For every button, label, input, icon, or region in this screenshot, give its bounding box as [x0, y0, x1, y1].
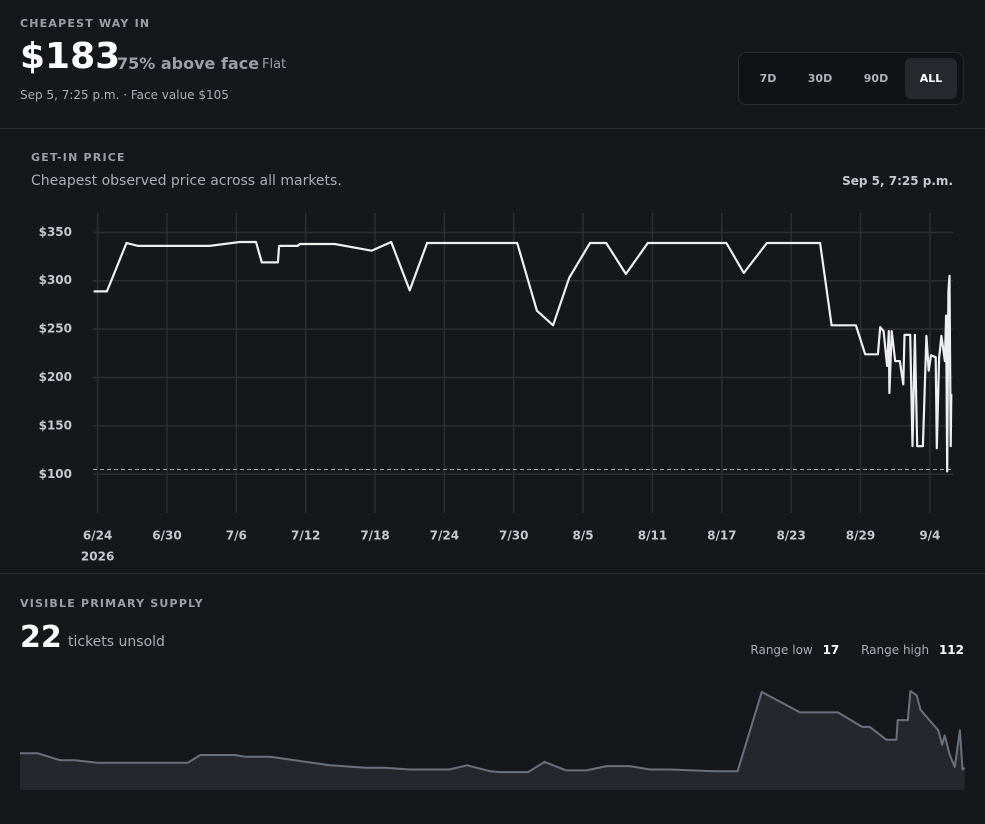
header-label: CHEAPEST WAY IN [20, 17, 151, 30]
range-high: 112 [938, 643, 964, 657]
chart-title: GET-IN PRICE [31, 151, 126, 164]
y-tick-label: $250 [39, 322, 72, 336]
supply-line [20, 690, 966, 774]
y-tick-label: $150 [39, 418, 72, 432]
chart-subtitle: Cheapest observed price across all marke… [31, 173, 342, 189]
range-button[interactable]: 7D [759, 72, 777, 85]
x-tick-label: 7/18 [360, 529, 389, 543]
range-button[interactable]: ALL [905, 58, 957, 99]
meta: Sep 5, 7:25 p.m. · Face value $105 [20, 88, 229, 102]
range-button[interactable]: 30D [807, 72, 833, 85]
supply-unit: tickets unsold [68, 634, 165, 650]
divider [0, 573, 985, 574]
x-tick-label: 7/6 [226, 529, 247, 543]
y-tick-label: $350 [39, 225, 72, 239]
x-tick-label: 9/4 [919, 529, 940, 543]
x-tick-label: 6/24 [83, 529, 112, 543]
trend: Flat [262, 57, 287, 72]
supply-range: Range low 17 Range high 112 [750, 643, 964, 657]
x-tick-label: 6/30 [152, 529, 181, 543]
range-low: 17 [822, 643, 840, 657]
x-tick-label: 7/30 [499, 529, 528, 543]
x-tick-label: 7/24 [430, 529, 459, 543]
x-tick-label: 8/11 [638, 529, 667, 543]
price-line [93, 240, 953, 473]
y-tick-label: $300 [39, 273, 72, 287]
x-year-label: 2026 [81, 550, 114, 564]
divider [0, 128, 985, 129]
x-tick-label: 8/23 [776, 529, 805, 543]
chart-annotation: Sep 5, 7:25 p.m. [842, 174, 953, 188]
supply-label: VISIBLE PRIMARY SUPPLY [20, 597, 204, 610]
range-selector: 7D 30D 90D ALL [738, 52, 964, 105]
premium: 75% above face [117, 54, 260, 73]
range-button[interactable]: 90D [863, 72, 889, 85]
y-tick-label: $100 [39, 467, 72, 481]
supply-area [20, 691, 965, 790]
x-tick-label: 8/17 [707, 529, 736, 543]
y-tick-label: $200 [39, 370, 72, 384]
range-low-label: Range low [750, 643, 813, 657]
price: $183 [20, 36, 121, 77]
x-tick-label: 8/29 [846, 529, 875, 543]
x-tick-label: 8/5 [573, 529, 594, 543]
range-high-label: Range high [861, 643, 930, 657]
supply-count: 22 [20, 620, 62, 655]
x-tick-label: 7/12 [291, 529, 320, 543]
